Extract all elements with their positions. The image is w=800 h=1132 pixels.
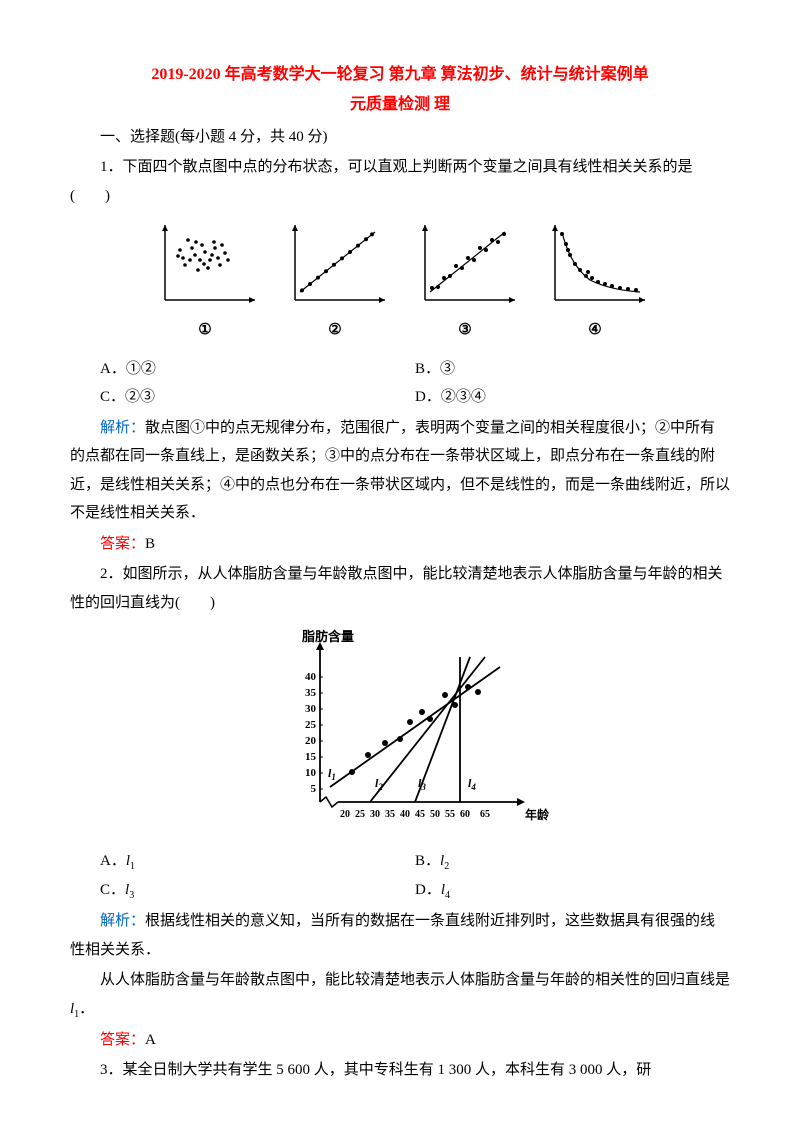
svg-text:15: 15 — [305, 751, 317, 763]
scatter-plot-1 — [150, 220, 260, 310]
svg-text:20: 20 — [340, 809, 350, 820]
svg-text:l4: l4 — [468, 776, 476, 792]
q1-figure-row — [70, 220, 730, 310]
page-title-line1: 2019-2020 年高考数学大一轮复习 第九章 算法初步、统计与统计案例单 — [70, 60, 730, 90]
title-text-1: 2019-2020 年高考数学大一轮复习 第九章 算法初步、统计与统计案例单 — [151, 66, 648, 83]
analysis-label: 解析： — [100, 420, 145, 436]
scatter-plot-2 — [280, 220, 390, 310]
svg-text:l3: l3 — [418, 776, 426, 792]
plot-label-2: ② — [280, 316, 390, 345]
plot-label-4: ④ — [540, 316, 650, 345]
svg-text:l2: l2 — [375, 776, 383, 792]
q2-analysis-2: 从人体脂肪含量与年龄散点图中，能比较清楚地表示人体脂肪含量与年龄的相关性的回归直… — [70, 966, 730, 1024]
svg-text:35: 35 — [385, 809, 395, 820]
answer-label-2: 答案： — [100, 1032, 145, 1048]
q1-opt-b: B．③ — [415, 355, 730, 384]
q1-plot-labels: ① ② ③ ④ — [70, 316, 730, 345]
svg-text:50: 50 — [430, 809, 440, 820]
q2-analysis1-text: 根据线性相关的意义知，当所有的数据在一条直线附近排列时，这些数据具有很强的线性相… — [70, 913, 715, 958]
svg-text:25: 25 — [305, 719, 317, 731]
title-text-2: 元质量检测 理 — [350, 96, 450, 113]
q1-opt-d: D．②③④ — [415, 383, 730, 412]
svg-text:45: 45 — [415, 809, 425, 820]
chart-xlabel: 年龄 — [525, 807, 550, 822]
svg-text:40: 40 — [400, 809, 410, 820]
section-heading: 一、选择题(每小题 4 分，共 40 分) — [70, 123, 730, 152]
svg-text:l1: l1 — [328, 766, 336, 782]
q1-options-row2: C．②③ D．②③④ — [100, 383, 730, 412]
q2-options-row1: A．l1 B．l2 — [100, 847, 730, 876]
q2-opt-b: B．l2 — [415, 847, 730, 876]
q2-stem: 2．如图所示，从人体脂肪含量与年龄散点图中，能比较清楚地表示人体脂肪含量与年龄的… — [70, 560, 730, 617]
scatter-plot-4 — [540, 220, 650, 310]
plot-label-3: ③ — [410, 316, 520, 345]
answer-label: 答案： — [100, 536, 145, 552]
q1-analysis: 解析：散点图①中的点无规律分布，范围很广，表明两个变量之间的相关程度很小；②中所… — [70, 414, 730, 528]
q2-answer: 答案：A — [70, 1026, 730, 1055]
svg-text:30: 30 — [305, 703, 317, 715]
q1-opt-c: C．②③ — [100, 383, 415, 412]
plot-label-1: ① — [150, 316, 260, 345]
svg-text:10: 10 — [305, 767, 317, 779]
q2-opt-c: C．l3 — [100, 876, 415, 905]
q3-stem: 3．某全日制大学共有学生 5 600 人，其中专科生有 1 300 人，本科生有… — [70, 1056, 730, 1085]
q1-options-row1: A．①② B．③ — [100, 355, 730, 384]
analysis-label-2: 解析： — [100, 913, 145, 929]
scatter-plot-3 — [410, 220, 520, 310]
svg-text:5: 5 — [311, 783, 317, 795]
svg-text:30: 30 — [370, 809, 380, 820]
svg-text:65: 65 — [480, 809, 490, 820]
svg-text:40: 40 — [305, 671, 317, 683]
svg-text:60: 60 — [460, 809, 470, 820]
q1-analysis-text: 散点图①中的点无规律分布，范围很广，表明两个变量之间的相关程度很小；②中所有的点… — [70, 420, 730, 522]
q1-answer: 答案：B — [70, 530, 730, 559]
svg-text:20: 20 — [305, 735, 317, 747]
svg-text:25: 25 — [355, 809, 365, 820]
q1-answer-text: B — [145, 536, 155, 552]
svg-text:35: 35 — [305, 687, 317, 699]
svg-text:55: 55 — [445, 809, 455, 820]
q2-opt-d: D．l4 — [415, 876, 730, 905]
q2-answer-text: A — [145, 1032, 156, 1048]
page-title-line2: 元质量检测 理 — [70, 90, 730, 120]
q2-opt-a: A．l1 — [100, 847, 415, 876]
chart-ylabel: 脂肪含量 — [301, 629, 354, 644]
q2-options-row2: C．l3 D．l4 — [100, 876, 730, 905]
q2-chart: 脂肪含量 年龄 5 10 15 20 25 30 35 40 20 25 30 35 40 45 — [70, 627, 730, 837]
q2-analysis-1: 解析：根据线性相关的意义知，当所有的数据在一条直线附近排列时，这些数据具有很强的… — [70, 907, 730, 964]
q1-stem: 1．下面四个散点图中点的分布状态，可以直观上判断两个变量之间具有线性相关关系的是… — [70, 153, 730, 210]
q1-opt-a: A．①② — [100, 355, 415, 384]
